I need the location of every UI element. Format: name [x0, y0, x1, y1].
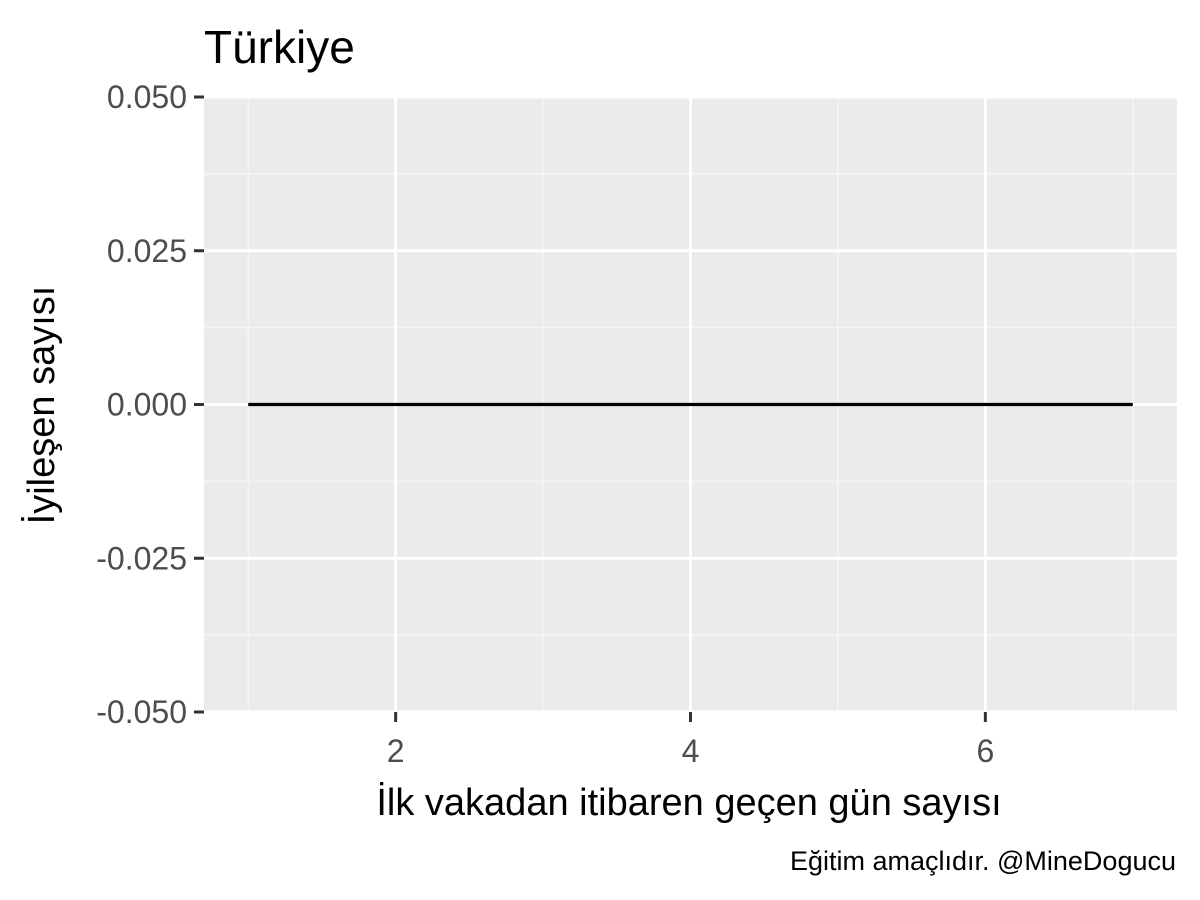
x-axis: 2 4 6 [387, 712, 994, 769]
y-tick-label: -0.025 [96, 540, 187, 576]
y-tick-label: -0.050 [96, 694, 187, 730]
chart-caption: Eğitim amaçlıdır. @MineDogucu [790, 846, 1176, 876]
chart-title: Türkiye [204, 21, 355, 73]
y-tick-label: 0.050 [107, 79, 187, 115]
x-tick-label: 4 [682, 733, 700, 769]
x-tick-label: 6 [976, 733, 994, 769]
plot-panel [204, 95, 1177, 714]
y-axis-title: İyileşen sayısı [20, 286, 63, 525]
y-axis: -0.050 -0.025 0.000 0.025 0.050 [96, 79, 204, 730]
y-tick-label: 0.000 [107, 387, 187, 423]
x-tick-label: 2 [387, 733, 405, 769]
x-axis-title: İlk vakadan itibaren geçen gün sayısı [376, 781, 1001, 824]
y-tick-label: 0.025 [107, 233, 187, 269]
